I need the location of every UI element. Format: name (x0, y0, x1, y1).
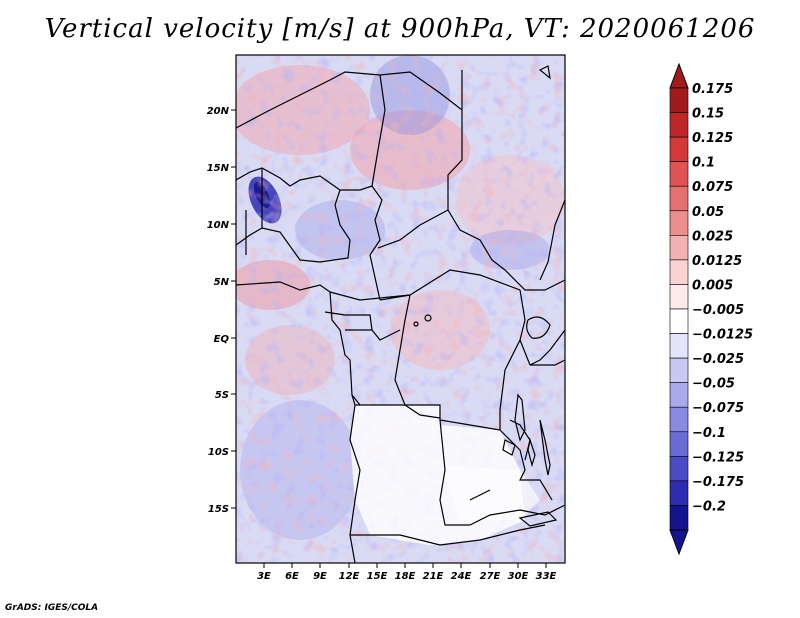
latitude-axis: 20N 15N 10N 5N EQ 5S 10S 15S (207, 106, 236, 515)
lat-label-5n: 5N (214, 277, 230, 288)
colorbar-top-arrow (669, 62, 689, 89)
lon-label-12e: 12E (339, 571, 360, 582)
velocity-field (236, 55, 565, 563)
map-frame (235, 54, 566, 564)
colorbar-segment (669, 456, 689, 482)
colorbar-segment (669, 357, 689, 383)
lon-label-24e: 24E (451, 571, 472, 582)
lon-label-21e: 21E (423, 571, 444, 582)
colorbar-segment (669, 235, 689, 261)
colorbar-segment (669, 505, 689, 531)
lon-label-15e: 15E (367, 571, 388, 582)
colorbar-label: −0.125 (692, 450, 744, 465)
lat-label-5s: 5S (215, 390, 229, 401)
colorbar-label: 0.175 (692, 82, 733, 97)
colorbar-label: −0.0125 (692, 328, 753, 343)
colorbar-segment (669, 284, 689, 310)
colorbar-segment (669, 112, 689, 138)
colorbar-label: −0.075 (692, 401, 744, 416)
colorbar-segment (669, 87, 689, 113)
lat-label-eq: EQ (214, 334, 230, 345)
colorbar-label: −0.175 (692, 475, 744, 490)
lon-label-18e: 18E (395, 571, 416, 582)
colorbar-segment (669, 259, 689, 285)
colorbar-label: 0.025 (692, 229, 733, 244)
lon-label-30e: 30E (508, 571, 529, 582)
lat-label-15n: 15N (207, 163, 230, 174)
lat-label-15s: 15S (208, 504, 229, 515)
lon-label-27e: 27E (480, 571, 501, 582)
lon-label-33e: 33E (536, 571, 557, 582)
colorbar-label: −0.2 (692, 499, 726, 514)
colorbar-segment (669, 185, 689, 212)
colorbar-segment (669, 308, 689, 334)
colorbar-label: −0.05 (692, 377, 735, 392)
lat-label-10s: 10S (208, 447, 229, 458)
colorbar-label: −0.1 (692, 426, 726, 441)
colorbar-segment (669, 382, 689, 408)
colorbar-segment (669, 333, 689, 359)
grads-credit: GrADS: IGES/COLA (5, 603, 99, 613)
colorbar-label: 0.05 (692, 205, 724, 220)
colorbar-segment (669, 136, 689, 162)
country-borders (236, 70, 565, 563)
longitude-axis: 3E 6E 9E 12E 15E 18E 21E 24E 27E 30E 33E (257, 563, 557, 582)
colorbar-segment (669, 480, 689, 506)
colorbar-segment (669, 161, 689, 187)
colorbar-label: −0.025 (692, 352, 744, 367)
colorbar-label: 0.0125 (692, 254, 742, 269)
colorbar-segment (669, 406, 689, 433)
colorbar-bottom-arrow (669, 529, 689, 556)
colorbar-label: 0.1 (692, 156, 715, 171)
colorbar-segment (669, 431, 689, 457)
colorbar: 0.175 0.15 0.125 0.1 0.075 0.05 0.025 0.0125 0.0… (669, 62, 753, 556)
lon-label-3e: 3E (257, 571, 271, 582)
lon-label-6e: 6E (285, 571, 299, 582)
colorbar-label: 0.15 (692, 107, 724, 122)
lat-label-20n: 20N (207, 106, 230, 117)
colorbar-segment (669, 210, 689, 236)
colorbar-label: 0.125 (692, 131, 733, 146)
colorbar-label: 0.005 (692, 278, 733, 293)
lat-label-10n: 10N (207, 220, 230, 231)
map-title: Vertical velocity [m/s] at 900hPa, VT: 2… (44, 14, 756, 44)
colorbar-label: 0.075 (692, 180, 733, 195)
lakes (413, 65, 558, 527)
colorbar-label: −0.005 (692, 303, 744, 318)
lon-label-9e: 9E (313, 571, 327, 582)
